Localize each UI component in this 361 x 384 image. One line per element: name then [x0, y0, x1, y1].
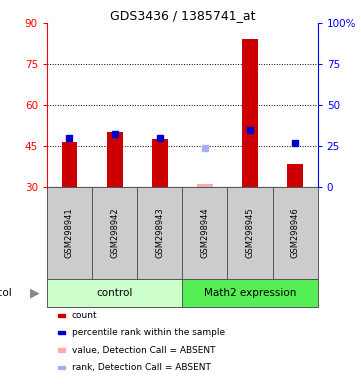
- Text: GSM298942: GSM298942: [110, 208, 119, 258]
- Text: GSM298941: GSM298941: [65, 208, 74, 258]
- Text: GSM298946: GSM298946: [291, 208, 300, 258]
- Bar: [242, 40, 258, 187]
- Text: percentile rank within the sample: percentile rank within the sample: [72, 328, 225, 337]
- Bar: [197, 184, 213, 187]
- Bar: [273, 187, 318, 279]
- Text: GSM298945: GSM298945: [245, 208, 255, 258]
- Text: protocol: protocol: [0, 288, 12, 298]
- Bar: [58, 349, 65, 352]
- Bar: [47, 279, 182, 307]
- Text: GSM298944: GSM298944: [200, 208, 209, 258]
- Text: rank, Detection Call = ABSENT: rank, Detection Call = ABSENT: [72, 363, 211, 372]
- Bar: [137, 187, 182, 279]
- Bar: [58, 314, 65, 317]
- Text: value, Detection Call = ABSENT: value, Detection Call = ABSENT: [72, 346, 216, 354]
- Bar: [62, 142, 77, 187]
- Bar: [182, 187, 227, 279]
- Text: Math2 expression: Math2 expression: [204, 288, 296, 298]
- Bar: [47, 187, 92, 279]
- Bar: [287, 164, 303, 187]
- Bar: [152, 139, 168, 187]
- Title: GDS3436 / 1385741_at: GDS3436 / 1385741_at: [109, 9, 255, 22]
- Bar: [107, 132, 122, 187]
- Bar: [58, 366, 65, 369]
- Bar: [182, 279, 318, 307]
- Bar: [92, 187, 137, 279]
- Text: ▶: ▶: [30, 286, 40, 300]
- Bar: [227, 187, 273, 279]
- Text: count: count: [72, 311, 97, 320]
- Text: GSM298943: GSM298943: [155, 208, 164, 258]
- Bar: [58, 331, 65, 334]
- Text: control: control: [96, 288, 133, 298]
